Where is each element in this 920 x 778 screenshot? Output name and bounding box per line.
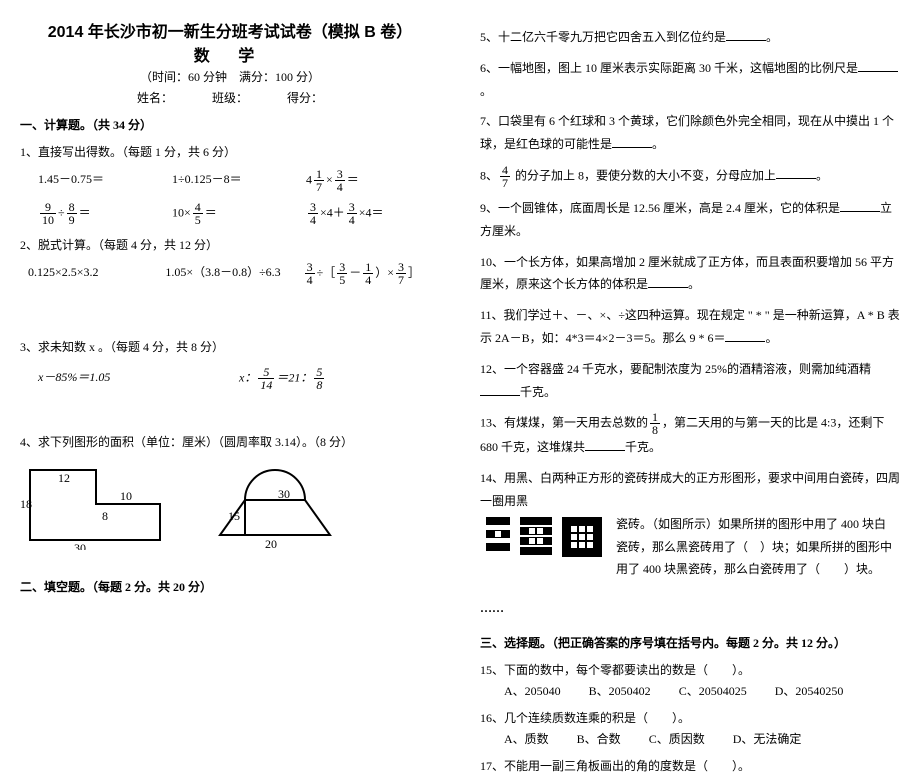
q8: 8、47 的分子加上 8，要使分数的大小不变，分母应加上。: [480, 164, 900, 189]
student-fields: 姓名： 班级： 得分：: [20, 89, 440, 106]
q12: 12、一个容器盛 24 千克水，要配制浓度为 25%的酒精溶液，则需加纯酒精千克…: [480, 358, 900, 404]
q5: 5、十二亿六千零九万把它四舍五入到亿位约是。: [480, 26, 900, 49]
q3-b: x：514＝21：58: [239, 366, 440, 391]
section-1-head: 一、计算题。（共 34 分）: [20, 116, 440, 133]
exam-title: 2014 年长沙市初一新生分班考试试卷（模拟 B 卷）: [20, 18, 440, 42]
q3-stem: 3、求未知数 x 。（每题 4 分，共 8 分）: [20, 336, 440, 359]
svg-text:15: 15: [228, 509, 240, 523]
q4-stem: 4、求下列图形的面积（单位：厘米）（圆周率取 3.14）。（8 分）: [20, 431, 440, 454]
q2-stem: 2、脱式计算。（每题 4 分，共 12 分）: [20, 234, 440, 257]
section-2-head: 二、填空题。（每题 2 分。共 20 分）: [20, 578, 440, 595]
q16: 16、几个连续质数连乘的积是（ ）。: [480, 707, 900, 730]
q16-opts: A、质数B、合数C、质因数D、无法确定: [504, 730, 900, 747]
q2-c: 34÷［35－14）×37］: [303, 261, 440, 286]
q1-a2: 1÷0.125－8＝: [172, 168, 306, 193]
q15: 15、下面的数中，每个零都要读出的数是（ ）。: [480, 659, 900, 682]
score-label: 得分：: [287, 89, 323, 106]
name-label: 姓名：: [137, 89, 173, 106]
q2: 2、脱式计算。（每题 4 分，共 12 分） 0.125×2.5×3.2 1.0…: [20, 234, 440, 286]
svg-text:10: 10: [120, 489, 132, 503]
q4: 4、求下列图形的面积（单位：厘米）（圆周率取 3.14）。（8 分） 12 18…: [20, 431, 440, 550]
q4-shape1: 12 18 10 8 30: [20, 460, 170, 550]
class-label: 班级：: [212, 89, 248, 106]
q9: 9、一个圆锥体，底面周长是 12.56 厘米，高是 2.4 厘米，它的体积是立方…: [480, 197, 900, 243]
q1-b2: 10×45＝: [172, 201, 306, 226]
q1-a1: 1.45－0.75＝: [20, 168, 172, 193]
q3: 3、求未知数 x 。（每题 4 分，共 8 分） x－85%＝1.05 x：51…: [20, 336, 440, 392]
q17: 17、不能用一副三角板画出的角的度数是（ ）。: [480, 755, 900, 778]
svg-text:18: 18: [20, 497, 32, 511]
q1-b3: 34×4＋34×4＝: [306, 201, 440, 226]
q1-a3: 417×34＝: [306, 168, 440, 193]
subject: 数 学: [20, 42, 440, 66]
q1: 1、直接写出得数。（每题 1 分，共 6 分） 1.45－0.75＝ 1÷0.1…: [20, 141, 440, 226]
ellipsis: ……: [480, 601, 900, 616]
q2-b: 1.05×（3.8－0.8）÷6.3: [165, 261, 302, 286]
q1-b1: 910÷89＝: [20, 201, 172, 226]
q13: 13、有煤煤，第一天用去总数的18，第二天用的与第一天的比是 4:3，还剩下 6…: [480, 411, 900, 459]
q2-a: 0.125×2.5×3.2: [20, 261, 165, 286]
q14-tiles: [486, 517, 602, 557]
time-score: （时间：60 分钟 满分：100 分）: [20, 68, 440, 85]
svg-text:12: 12: [58, 471, 70, 485]
q15-opts: A、205040B、2050402C、20504025D、20540250: [504, 682, 900, 699]
q11: 11、我们学过＋、－、×、÷这四种运算。现在规定 " * " 是一种新运算，A …: [480, 304, 900, 350]
svg-text:30: 30: [74, 541, 86, 550]
q1-stem: 1、直接写出得数。（每题 1 分，共 6 分）: [20, 141, 440, 164]
q4-shape2: 30 15 20: [210, 460, 350, 550]
svg-text:30: 30: [278, 487, 290, 501]
q14: 14、用黑、白两种正方形的瓷砖拼成大的正方形图形，要求中间用白瓷砖，四周一圈用黑: [480, 467, 900, 581]
q3-a: x－85%＝1.05: [20, 366, 239, 391]
q10: 10、一个长方体，如果高增加 2 厘米就成了正方体，而且表面积要增加 56 平方…: [480, 251, 900, 297]
q6: 6、一幅地图，图上 10 厘米表示实际距离 30 千米，这幅地图的比例尺是。: [480, 57, 900, 103]
svg-text:8: 8: [102, 509, 108, 523]
svg-text:20: 20: [265, 537, 277, 550]
q7: 7、口袋里有 6 个红球和 3 个黄球，它们除颜色外完全相同，现在从中摸出 1 …: [480, 110, 900, 156]
